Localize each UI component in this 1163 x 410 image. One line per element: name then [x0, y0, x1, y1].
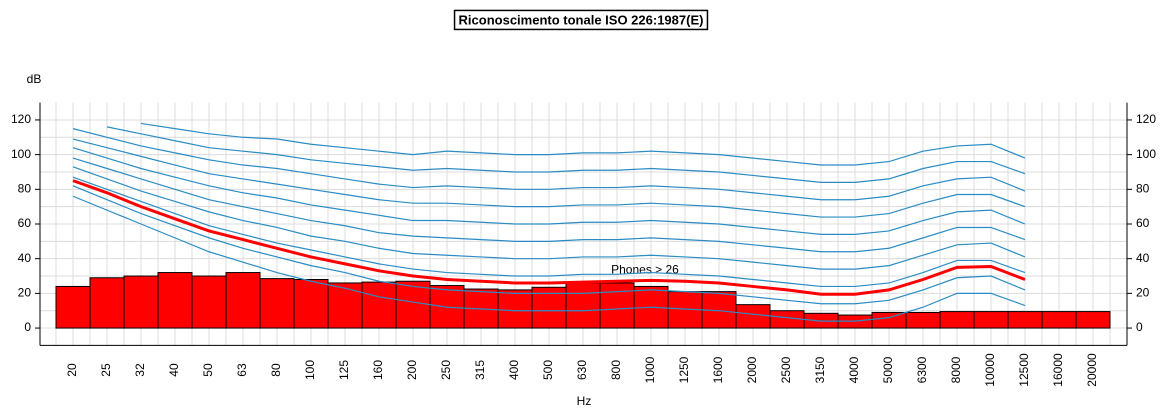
y2-tick-label: 120	[1136, 112, 1156, 126]
bar	[89, 277, 125, 329]
bar	[191, 275, 227, 329]
bar	[531, 286, 567, 329]
bar	[973, 311, 1009, 329]
x-tick-label: 12500	[1017, 353, 1031, 387]
x-tick-label: 10000	[983, 353, 997, 387]
bar	[157, 272, 193, 329]
x-axis-label: Hz	[577, 394, 592, 408]
x-tick-label: 16000	[1051, 353, 1065, 387]
bar	[565, 282, 601, 329]
y2-tick-label: 80	[1136, 181, 1150, 195]
y2-tick-label: 60	[1136, 216, 1150, 230]
x-tick-label: 63	[235, 363, 249, 377]
y-tick-label: 0	[24, 320, 31, 334]
x-tick-label: 160	[371, 360, 385, 380]
x-tick-label: 100	[303, 360, 317, 380]
bar	[905, 311, 941, 329]
y2-tick-label: 20	[1136, 286, 1150, 300]
x-tick-label: 315	[473, 360, 487, 380]
bar	[123, 275, 159, 329]
x-tick-label: 400	[507, 360, 521, 380]
bar	[871, 311, 907, 329]
x-tick-label: 20	[65, 363, 79, 377]
x-tick-label: 250	[439, 360, 453, 380]
bar	[259, 278, 295, 329]
x-tick-label: 1000	[643, 356, 657, 383]
x-tick-label: 20000	[1085, 353, 1099, 387]
y-tick-label: 100	[11, 147, 31, 161]
x-tick-label: 630	[575, 360, 589, 380]
y-tick-label: 40	[18, 251, 32, 265]
x-tick-label: 2000	[745, 356, 759, 383]
bar	[497, 289, 533, 329]
isophon-curve	[140, 122, 1026, 166]
chart-title: Riconoscimento tonale ISO 226:1987(E)	[459, 12, 704, 27]
isophon-curve	[72, 176, 1026, 288]
x-tick-label: 6300	[915, 356, 929, 383]
bar	[1041, 311, 1077, 329]
x-tick-label: 5000	[881, 356, 895, 383]
bar	[599, 282, 635, 329]
isophon-curve	[72, 195, 1026, 322]
bar	[939, 311, 975, 329]
y-tick-label: 20	[18, 286, 32, 300]
y-tick-label: 120	[11, 112, 31, 126]
isophon-curve	[72, 147, 1026, 236]
bar	[395, 280, 431, 329]
x-tick-label: 1600	[711, 356, 725, 383]
isophon-curve	[72, 185, 1026, 305]
x-tick-label: 25	[99, 363, 113, 377]
bar	[327, 282, 363, 329]
x-tick-label: 125	[337, 360, 351, 380]
x-tick-label: 2500	[779, 356, 793, 383]
bar	[735, 304, 771, 329]
x-tick-label: 4000	[847, 356, 861, 383]
isophon-curve	[72, 166, 1026, 270]
x-tick-label: 80	[269, 363, 283, 377]
y2-tick-label: 100	[1136, 147, 1156, 161]
y-axis-label: dB	[27, 72, 42, 86]
y2-tick-label: 0	[1136, 320, 1143, 334]
highlight-curve	[72, 179, 1026, 296]
isophon-curve	[106, 126, 1026, 183]
bar	[293, 278, 329, 329]
x-tick-label: 50	[201, 363, 215, 377]
x-tick-label: 32	[133, 363, 147, 377]
y2-tick-label: 40	[1136, 251, 1150, 265]
y-tick-label: 80	[18, 181, 32, 195]
isophon-curve	[72, 138, 1026, 218]
x-tick-label: 40	[167, 363, 181, 377]
x-tick-label: 800	[609, 360, 623, 380]
x-tick-label: 500	[541, 360, 555, 380]
bar	[1007, 311, 1043, 329]
bar	[361, 281, 397, 329]
title-box	[453, 9, 709, 31]
x-tick-label: 200	[405, 360, 419, 380]
isophon-curve	[72, 157, 1026, 253]
isophon-curve	[72, 128, 1026, 201]
x-tick-label: 8000	[949, 356, 963, 383]
x-tick-label: 3150	[813, 356, 827, 383]
y-tick-label: 60	[18, 216, 32, 230]
bar	[1075, 311, 1111, 329]
bar	[55, 285, 91, 329]
bar	[225, 272, 261, 329]
x-tick-label: 1250	[677, 356, 691, 383]
